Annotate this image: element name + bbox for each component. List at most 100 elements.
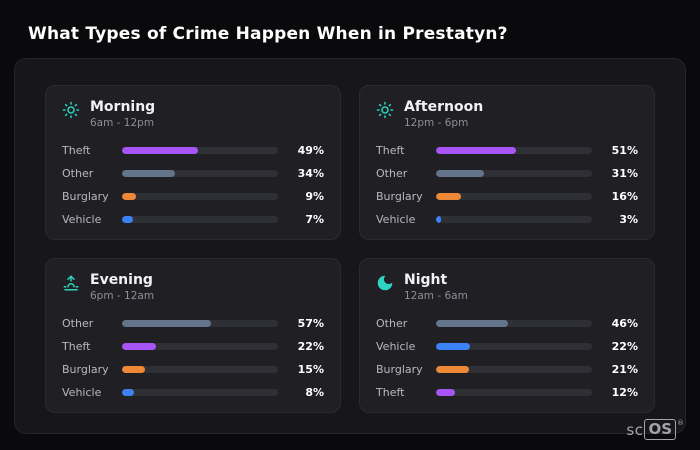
bar-rows: Other 57% Theft 22% Burglary 15% Vehicle <box>62 315 324 400</box>
card-night: Night 12am - 6am Other 46% Vehicle 22% B… <box>359 258 655 414</box>
card-title: Night <box>404 272 448 289</box>
bar-track <box>436 365 592 373</box>
card-afternoon: Afternoon 12pm - 6pm Theft 51% Other 31%… <box>359 85 655 241</box>
bar-track <box>436 215 592 223</box>
card-header: Afternoon 12pm - 6pm <box>376 99 638 129</box>
value-label: 22% <box>611 339 638 353</box>
bar-track <box>122 169 278 177</box>
bar-track <box>122 388 278 396</box>
bar-row: Vehicle 8% <box>62 384 324 400</box>
bar-track <box>436 192 592 200</box>
bar-fill <box>436 365 469 373</box>
bar-rows: Other 46% Vehicle 22% Burglary 21% Theft <box>376 315 638 400</box>
category-label: Vehicle <box>62 385 102 399</box>
category-label: Other <box>62 316 94 330</box>
bar-row: Other 34% <box>62 165 324 181</box>
category-label: Other <box>376 316 408 330</box>
bar-fill <box>436 319 508 327</box>
card-subtitle: 6am - 12pm <box>90 117 155 130</box>
category-label: Theft <box>62 143 91 157</box>
value-label: 46% <box>611 316 638 330</box>
card-subtitle: 12pm - 6pm <box>404 117 469 130</box>
bar-track <box>436 146 592 154</box>
value-label: 7% <box>305 212 324 226</box>
registered-mark: ® <box>677 419 684 428</box>
card-header: Night 12am - 6am <box>376 272 638 302</box>
category-label: Burglary <box>62 362 109 376</box>
bar-track <box>436 169 592 177</box>
category-label: Theft <box>376 385 405 399</box>
bar-track <box>122 146 278 154</box>
bar-fill <box>122 169 176 177</box>
bar-row: Theft 49% <box>62 142 324 158</box>
value-label: 15% <box>297 362 324 376</box>
bar-row: Burglary 16% <box>376 188 638 204</box>
page-title: What Types of Crime Happen When in Prest… <box>28 24 508 44</box>
bar-row: Theft 22% <box>62 338 324 354</box>
bar-fill <box>122 342 157 350</box>
bar-fill <box>436 388 455 396</box>
category-label: Burglary <box>376 362 423 376</box>
bar-fill <box>436 215 441 223</box>
moon-icon <box>376 274 394 292</box>
bar-fill <box>436 146 516 154</box>
bar-fill <box>122 388 135 396</box>
crime-panel: Morning 6am - 12pm Theft 49% Other 34% B… <box>14 58 686 434</box>
card-title: Morning <box>90 99 156 115</box>
bar-fill <box>436 169 485 177</box>
category-label: Theft <box>62 339 91 353</box>
category-label: Other <box>376 166 408 180</box>
bar-row: Burglary 9% <box>62 188 324 204</box>
bar-rows: Theft 49% Other 34% Burglary 9% Vehicle <box>62 142 324 227</box>
card-evening: Evening 6pm - 12am Other 57% Theft 22% B… <box>45 258 341 414</box>
bar-fill <box>122 365 146 373</box>
value-label: 49% <box>297 143 324 157</box>
card-subtitle: 12am - 6am <box>404 290 468 303</box>
bar-row: Other 57% <box>62 315 324 331</box>
value-label: 21% <box>611 362 638 376</box>
sun-icon <box>62 101 80 119</box>
card-heading: Night 12am - 6am <box>404 272 468 302</box>
card-heading: Afternoon 12pm - 6pm <box>404 99 483 129</box>
bar-row: Vehicle 7% <box>62 211 324 227</box>
bar-track <box>436 319 592 327</box>
bar-fill <box>122 146 199 154</box>
bar-track <box>122 215 278 223</box>
value-label: 34% <box>297 166 324 180</box>
value-label: 3% <box>619 212 638 226</box>
value-label: 31% <box>611 166 638 180</box>
card-heading: Morning 6am - 12pm <box>90 99 155 129</box>
bar-row: Burglary 15% <box>62 361 324 377</box>
card-header: Morning 6am - 12pm <box>62 99 324 129</box>
bar-row: Other 46% <box>376 315 638 331</box>
category-label: Vehicle <box>62 212 102 226</box>
bar-track <box>122 342 278 350</box>
bar-row: Theft 51% <box>376 142 638 158</box>
value-label: 12% <box>611 385 638 399</box>
card-header: Evening 6pm - 12am <box>62 272 324 302</box>
category-label: Other <box>62 166 94 180</box>
value-label: 22% <box>297 339 324 353</box>
brand-prefix: sc <box>626 420 644 439</box>
bar-track <box>436 342 592 350</box>
value-label: 8% <box>305 385 324 399</box>
bar-fill <box>122 319 211 327</box>
card-subtitle: 6pm - 12am <box>90 290 155 303</box>
brand-boxed: OS <box>644 419 676 440</box>
category-label: Theft <box>376 143 405 157</box>
category-label: Vehicle <box>376 339 416 353</box>
bar-track <box>122 192 278 200</box>
value-label: 9% <box>305 189 324 203</box>
bar-fill <box>436 192 461 200</box>
bar-row: Theft 12% <box>376 384 638 400</box>
bar-row: Vehicle 22% <box>376 338 638 354</box>
card-heading: Evening 6pm - 12am <box>90 272 154 302</box>
scos-logo: sc OS ® <box>626 419 684 440</box>
category-label: Burglary <box>62 189 109 203</box>
bar-track <box>122 365 278 373</box>
card-title: Evening <box>90 272 153 289</box>
bar-rows: Theft 51% Other 31% Burglary 16% Vehicle <box>376 142 638 227</box>
category-label: Burglary <box>376 189 423 203</box>
bar-fill <box>436 342 471 350</box>
